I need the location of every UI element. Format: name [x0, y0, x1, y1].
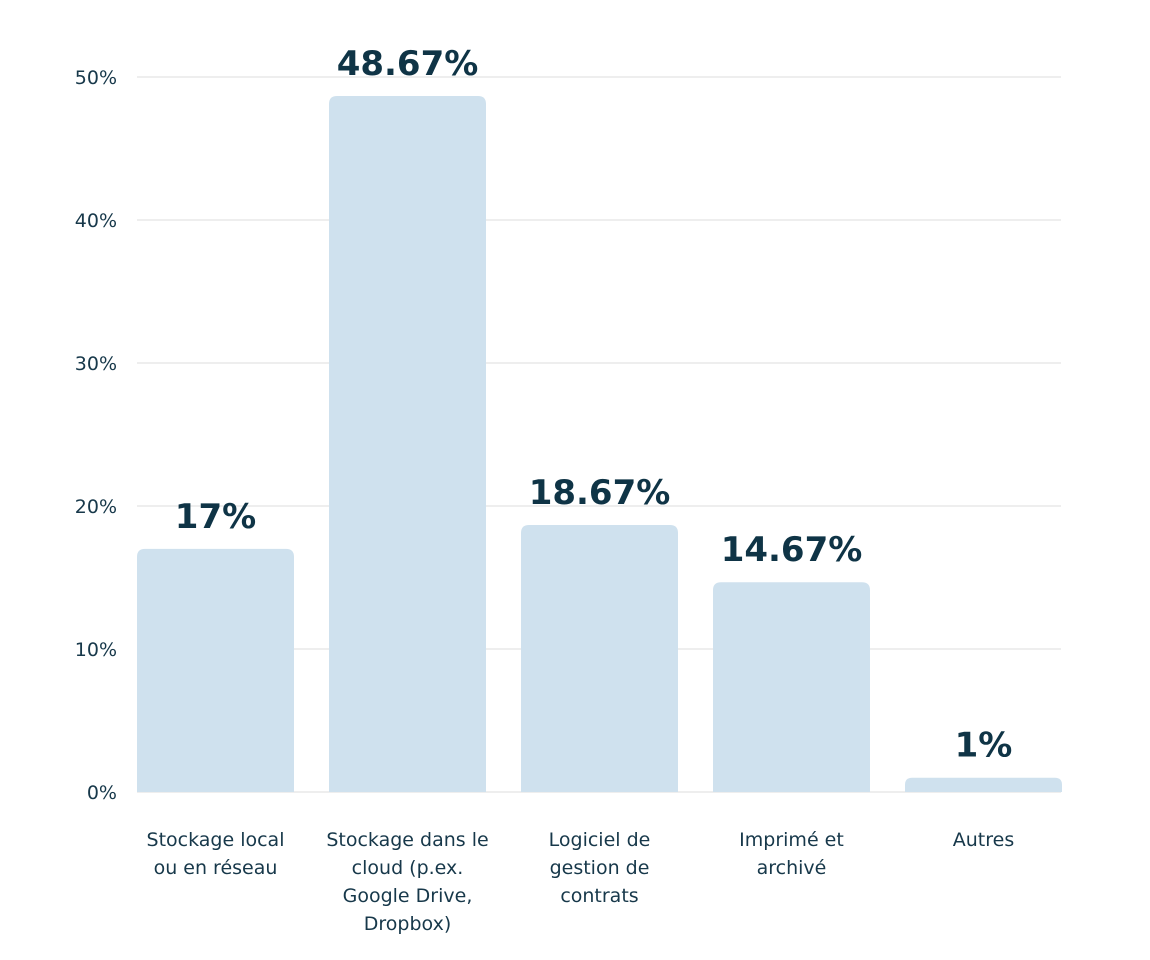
x-tick-label: Stockage local ou en réseau [147, 829, 285, 879]
x-tick-label-line: Stockage local [147, 829, 285, 851]
bar [137, 548, 294, 792]
x-axis: Stockage local ou en réseau Stockage dans … [147, 829, 1015, 935]
x-tick-label: Imprimé et archivé [739, 829, 844, 879]
y-tick-label: 40% [75, 210, 117, 232]
x-tick-label-line: archivé [757, 857, 827, 879]
y-tick-label: 0% [87, 782, 117, 804]
x-tick-label-line: contrats [560, 885, 638, 907]
y-tick-label: 20% [75, 496, 117, 518]
y-tick-label: 10% [75, 639, 117, 661]
bar [329, 96, 486, 793]
x-tick-label-line: gestion de [550, 857, 650, 879]
x-tick-label-line: Stockage dans le [326, 829, 488, 851]
x-tick-label-line: Logiciel de [549, 829, 651, 851]
y-axis: 0% 10% 20% 30% 40% 50% [75, 67, 117, 804]
data-label: 1% [955, 726, 1013, 766]
data-label: 14.67% [721, 530, 863, 570]
x-tick-label-line: Autres [953, 829, 1014, 851]
x-tick-label: Logiciel de gestion de contrats [549, 829, 651, 907]
bar [521, 525, 678, 792]
y-tick-label: 50% [75, 67, 117, 89]
x-tick-label: Stockage dans le cloud (p.ex. Google Drive… [326, 829, 488, 935]
data-label: 18.67% [529, 473, 671, 513]
y-tick-label: 30% [75, 353, 117, 375]
x-tick-label-line: ou en réseau [154, 857, 278, 879]
data-label: 17% [175, 497, 256, 537]
bar [713, 582, 870, 792]
data-label: 48.67% [337, 44, 479, 84]
x-tick-label-line: Imprimé et [739, 829, 844, 851]
data-labels: 17% 48.67% 18.67% 14.67% 1% [175, 44, 1013, 766]
x-tick-label-line: Dropbox) [364, 913, 451, 935]
x-tick-label: Autres [953, 829, 1014, 851]
bar [905, 777, 1062, 792]
bars [137, 96, 1062, 793]
x-tick-label-line: cloud (p.ex. [352, 857, 464, 879]
x-tick-label-line: Google Drive, [343, 885, 473, 907]
